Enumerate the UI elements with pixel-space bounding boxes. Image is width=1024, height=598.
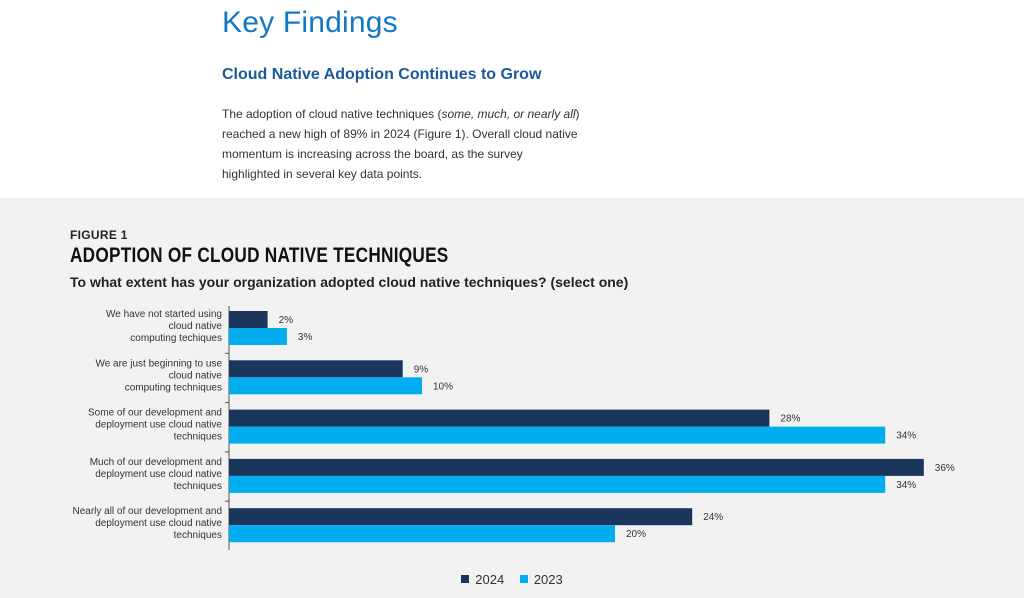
bar-2023-4 [229,525,615,543]
category-label-2: Some of our development and deployment us… [88,408,222,443]
category-label-line: cloud native [169,321,223,332]
bar-2024-2 [229,409,770,427]
category-label-line: techniques [174,530,222,541]
data-label-2024-4: 24% [703,512,723,523]
figure-label: FIGURE 1 [70,228,128,242]
page-title: Key Findings [222,6,398,39]
bar-2024-4 [229,508,693,526]
category-label-line: computing techniques [125,382,222,393]
category-label-line: Some of our development and [88,408,222,419]
data-label-2024-1: 9% [414,364,429,375]
data-label-2024-2: 28% [780,414,800,425]
bar-2024-0 [229,311,268,328]
category-label-line: deployment use cloud native [95,518,222,529]
bar-2023-3 [229,475,886,493]
category-label-line: cloud native [169,370,223,381]
data-label-2023-0: 3% [298,332,313,343]
data-label-2023-1: 10% [433,381,453,392]
data-label-2024-0: 2% [279,315,294,326]
legend-label-2024: 2024 [475,572,505,587]
category-label-line: deployment use cloud native [95,469,222,480]
category-label-line: computing techiques [130,333,222,344]
category-label-0: We have not started using cloud native com… [106,309,222,344]
category-label-line: techniques [174,432,222,443]
bar-2023-1 [229,377,422,395]
category-label-line: We are just beginning to use [95,358,222,369]
data-label-2023-3: 34% [896,480,916,491]
legend-item-2024: 2024 [461,572,504,587]
legend-item-2023: 2023 [519,572,563,587]
category-label-1: We are just beginning to use cloud native… [95,358,222,393]
intro-text-2: ) reached a new high of 89% in 2024 (Fig… [222,107,580,181]
adoption-bar-chart: We have not started using cloud native com… [72,306,955,550]
legend-swatch-2023 [519,575,528,583]
bar-2023-2 [229,426,886,444]
intro-paragraph: The adoption of cloud native techniques … [222,104,582,184]
category-label-line: Nearly all of our development and [72,506,222,517]
category-label-line: deployment use cloud native [95,420,222,431]
data-label-2024-3: 36% [935,463,955,474]
bar-2024-3 [229,458,924,476]
legend-swatch-2024 [461,575,470,583]
category-label-3: Much of our development and deployment us… [90,457,223,492]
figure-question: To what extent has your organization ado… [70,274,629,290]
report-header-section [0,0,1024,198]
intro-text-1: The adoption of cloud native techniques … [222,107,442,121]
intro-text-emphasis: some, much, or nearly all [441,107,576,121]
data-label-2023-2: 34% [896,431,916,442]
bar-2024-1 [229,360,403,378]
legend-label-2023: 2023 [533,572,563,587]
bar-2023-0 [229,328,287,345]
category-label-line: We have not started using [106,309,222,320]
category-label-line: techniques [174,481,222,492]
data-label-2023-4: 20% [626,529,646,540]
figure-title: ADOPTION OF CLOUD NATIVE TECHNIQUES [70,244,449,267]
section-subheading: Cloud Native Adoption Continues to Grow [222,66,542,83]
chart-legend: 2024 2023 [0,572,1024,587]
category-label-line: Much of our development and [90,457,222,468]
category-label-4: Nearly all of our development and deploym… [72,506,222,541]
